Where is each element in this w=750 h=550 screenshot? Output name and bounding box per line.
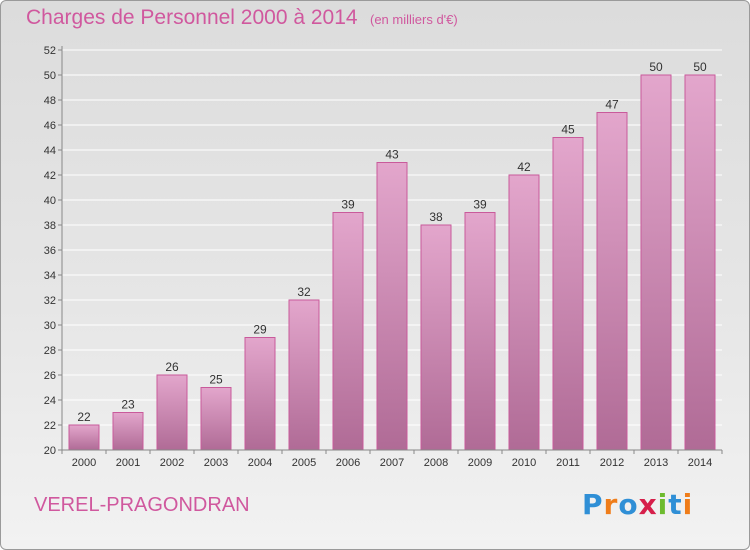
bar (552, 137, 584, 451)
x-tick-label: 2001 (116, 457, 140, 469)
bar-value-label: 50 (693, 60, 707, 74)
bar-value-label: 32 (297, 285, 311, 299)
bar (420, 224, 452, 451)
y-tick-label: 32 (44, 295, 56, 307)
bar (376, 162, 408, 451)
y-tick-label: 46 (44, 120, 56, 132)
y-tick-label: 30 (44, 320, 56, 332)
bar-value-label: 45 (561, 123, 575, 137)
x-tick-label: 2011 (556, 457, 580, 469)
bar-value-label: 26 (165, 360, 179, 374)
logo-letter: r (603, 488, 619, 521)
bar-value-label: 42 (517, 160, 531, 174)
bar-value-label: 25 (209, 373, 223, 387)
logo-letter: t (668, 488, 683, 521)
logo-letter: P (582, 488, 604, 521)
bar-value-label: 22 (77, 410, 91, 424)
x-tick-label: 2013 (644, 457, 668, 469)
bar (68, 424, 100, 451)
bars: 22 23 26 25 29 32 39 43 38 39 42 45 47 50 50 (68, 60, 716, 451)
bar-value-label: 23 (121, 398, 135, 412)
bar (596, 112, 628, 451)
x-tick-label: 2009 (468, 457, 492, 469)
x-tick-label: 2000 (72, 457, 96, 469)
bar-value-label: 47 (605, 98, 619, 112)
y-tick-label: 28 (44, 345, 56, 357)
chart-subtitle: (en milliers d'€) (370, 12, 458, 27)
town-name: VEREL-PRAGONDRAN (34, 494, 250, 516)
x-tick-label: 2014 (688, 457, 712, 469)
bar-value-label: 39 (473, 198, 487, 212)
bar (288, 299, 320, 451)
x-tick-label: 2003 (204, 457, 228, 469)
bar (508, 174, 540, 451)
bar (200, 387, 232, 451)
bar-value-label: 39 (341, 198, 355, 212)
chart-title: Charges de Personnel 2000 à 2014 (26, 6, 358, 29)
logo-letter: i (657, 488, 669, 521)
axes: 20 22 24 26 28 30 32 34 36 38 40 42 44 46 48 50 52 2000 20… (44, 45, 723, 469)
y-tick-label: 44 (44, 145, 56, 157)
proxiti-logo[interactable]: Proxiti (582, 488, 693, 521)
bar (464, 212, 496, 451)
x-tick-label: 2002 (160, 457, 184, 469)
y-tick-label: 52 (44, 45, 56, 57)
y-tick-label: 42 (44, 170, 56, 182)
bar (244, 337, 276, 451)
bar (332, 212, 364, 451)
y-tick-label: 20 (44, 445, 56, 457)
bar-value-label: 38 (429, 210, 443, 224)
bar (640, 74, 672, 451)
bar-value-label: 29 (253, 323, 267, 337)
x-tick-label: 2007 (380, 457, 404, 469)
y-tick-label: 36 (44, 245, 56, 257)
x-tick-label: 2012 (600, 457, 624, 469)
y-tick-label: 50 (44, 70, 56, 82)
y-tick-label: 40 (44, 195, 56, 207)
bar (112, 412, 144, 451)
logo-letter: i (682, 488, 694, 521)
x-tick-label: 2005 (292, 457, 316, 469)
x-tick-label: 2008 (424, 457, 448, 469)
y-tick-label: 26 (44, 370, 56, 382)
bar-value-label: 50 (649, 60, 663, 74)
bar (684, 74, 716, 451)
bar (156, 374, 188, 451)
y-tick-label: 22 (44, 420, 56, 432)
y-tick-label: 48 (44, 95, 56, 107)
y-tick-label: 38 (44, 220, 56, 232)
bar-value-label: 43 (385, 148, 399, 162)
x-tick-label: 2004 (248, 457, 272, 469)
y-tick-label: 34 (44, 270, 56, 282)
y-tick-label: 24 (44, 395, 56, 407)
x-tick-label: 2010 (512, 457, 536, 469)
logo-letter: o (618, 488, 639, 521)
logo-letter: x (638, 488, 658, 521)
x-tick-label: 2006 (336, 457, 360, 469)
